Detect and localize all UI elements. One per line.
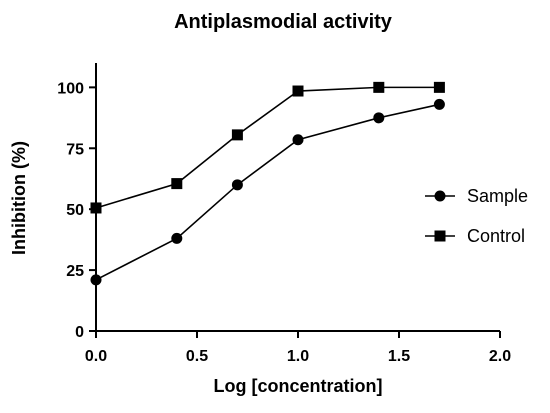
series-line-sample <box>95 103 440 281</box>
y-axis-ticks: 0 25 50 75 100 <box>57 80 96 341</box>
x-tick-label: 2.0 <box>489 348 511 365</box>
x-tick-label: 1.0 <box>287 348 309 365</box>
legend-label-sample: Sample <box>467 186 528 206</box>
data-point-sample <box>171 232 183 244</box>
x-tick-label: 1.5 <box>388 348 410 365</box>
data-point-sample <box>292 134 304 146</box>
x-tick-label: 0.5 <box>186 348 208 365</box>
data-point-control <box>90 202 102 214</box>
x-axis-title: Log [concentration] <box>214 376 383 396</box>
series-line-control <box>95 86 440 209</box>
series-layer <box>90 81 445 286</box>
legend-label-control: Control <box>467 226 525 246</box>
y-tick-label: 75 <box>66 141 84 158</box>
legend-item-control: Control <box>425 226 525 246</box>
y-tick-label: 25 <box>66 263 84 280</box>
y-tick-label: 100 <box>57 80 84 97</box>
x-axis-ticks: 0.0 0.5 1.0 1.5 2.0 <box>85 331 511 365</box>
data-point-control <box>433 81 445 93</box>
data-point-sample <box>373 112 385 124</box>
y-tick-label: 50 <box>66 202 84 219</box>
legend-marker-sample <box>434 190 446 202</box>
legend-marker-control <box>434 230 446 242</box>
chart-title: Antiplasmodial activity <box>174 11 393 33</box>
series-control <box>90 81 445 214</box>
legend: Sample Control <box>425 186 528 246</box>
data-point-sample <box>231 179 243 191</box>
y-tick-label: 0 <box>75 324 84 341</box>
data-point-control <box>373 81 385 93</box>
data-point-control <box>292 85 304 97</box>
data-point-sample <box>90 274 102 286</box>
series-sample <box>90 98 445 286</box>
x-tick-label: 0.0 <box>85 348 107 365</box>
legend-item-sample: Sample <box>425 186 528 206</box>
data-point-control <box>171 178 183 190</box>
data-point-control <box>231 129 243 141</box>
data-point-sample <box>433 98 445 110</box>
y-axis-title: Inhibition (%) <box>9 141 29 255</box>
